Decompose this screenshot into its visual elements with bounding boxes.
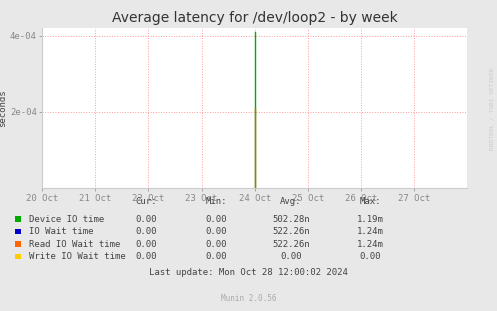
Text: 0.00: 0.00 <box>205 240 227 248</box>
Text: RRDTOOL / TOBI OETIKER: RRDTOOL / TOBI OETIKER <box>490 67 495 150</box>
Text: Read IO Wait time: Read IO Wait time <box>29 240 120 248</box>
Text: Write IO Wait time: Write IO Wait time <box>29 252 126 261</box>
Text: 0.00: 0.00 <box>136 240 158 248</box>
Text: 0.00: 0.00 <box>359 252 381 261</box>
Text: 0.00: 0.00 <box>205 227 227 236</box>
Text: 0.00: 0.00 <box>205 252 227 261</box>
Text: 0.00: 0.00 <box>136 227 158 236</box>
Text: 1.19m: 1.19m <box>357 215 384 224</box>
Text: 502.28n: 502.28n <box>272 215 310 224</box>
Y-axis label: seconds: seconds <box>0 89 7 127</box>
Text: Last update: Mon Oct 28 12:00:02 2024: Last update: Mon Oct 28 12:00:02 2024 <box>149 268 348 276</box>
Text: 0.00: 0.00 <box>136 215 158 224</box>
Text: Min:: Min: <box>205 197 227 206</box>
Text: 522.26n: 522.26n <box>272 240 310 248</box>
Text: Device IO time: Device IO time <box>29 215 104 224</box>
Text: 1.24m: 1.24m <box>357 227 384 236</box>
Text: IO Wait time: IO Wait time <box>29 227 93 236</box>
Text: 0.00: 0.00 <box>280 252 302 261</box>
Text: 1.24m: 1.24m <box>357 240 384 248</box>
Title: Average latency for /dev/loop2 - by week: Average latency for /dev/loop2 - by week <box>112 12 398 26</box>
Text: Munin 2.0.56: Munin 2.0.56 <box>221 294 276 303</box>
Text: Max:: Max: <box>359 197 381 206</box>
Text: 522.26n: 522.26n <box>272 227 310 236</box>
Text: Avg:: Avg: <box>280 197 302 206</box>
Text: 0.00: 0.00 <box>136 252 158 261</box>
Text: 0.00: 0.00 <box>205 215 227 224</box>
Text: Cur:: Cur: <box>136 197 158 206</box>
